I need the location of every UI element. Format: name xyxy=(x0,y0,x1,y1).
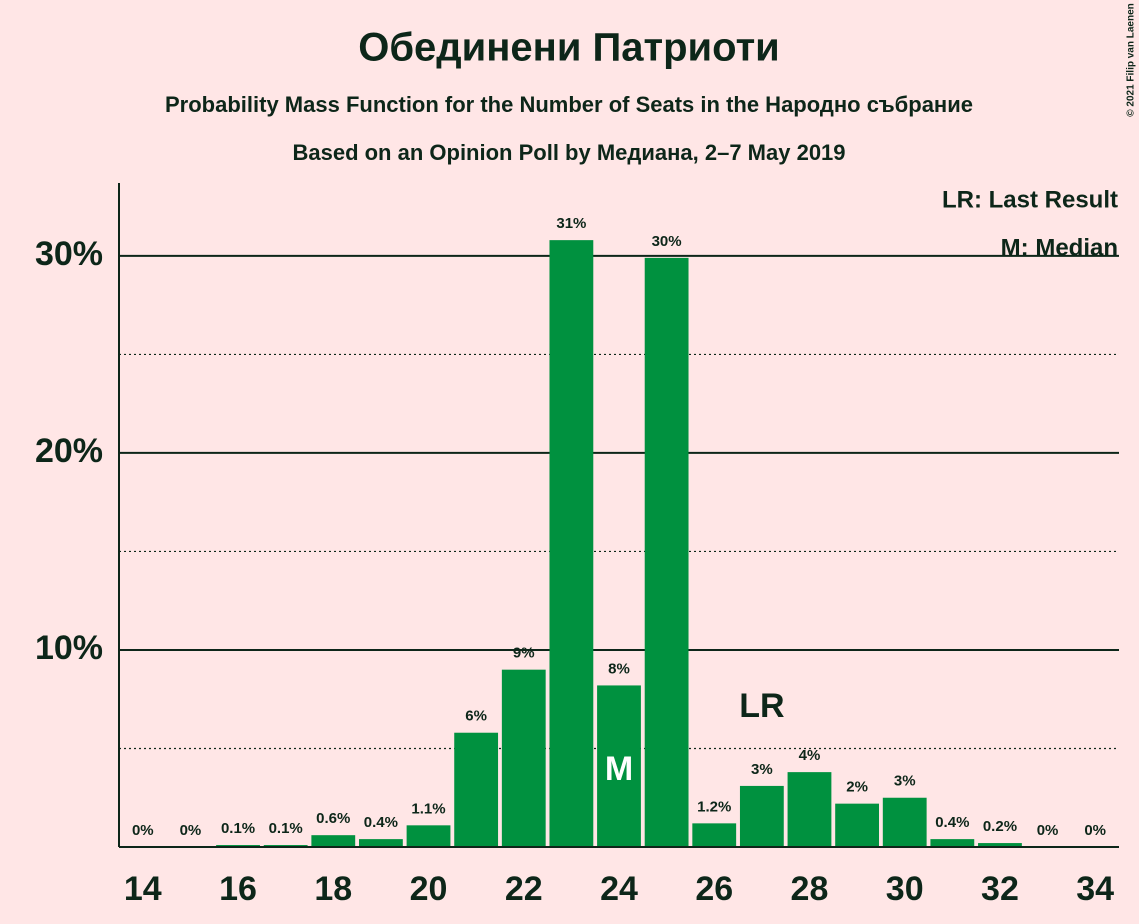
value-label: 1.1% xyxy=(411,800,445,817)
value-label: 2% xyxy=(846,779,868,796)
legend-entry: LR: Last Result xyxy=(942,186,1118,213)
annotation: M xyxy=(605,750,633,788)
y-tick-label: 20% xyxy=(35,432,103,470)
bar xyxy=(787,772,832,847)
x-tick-label: 22 xyxy=(505,870,543,908)
value-label: 0% xyxy=(132,822,154,839)
value-label: 8% xyxy=(608,660,630,677)
bar xyxy=(930,839,975,847)
bar xyxy=(359,839,403,847)
bar xyxy=(835,803,879,847)
x-tick-label: 20 xyxy=(410,870,448,908)
value-label: 0.1% xyxy=(269,820,303,837)
chart-subtitle: Probability Mass Function for the Number… xyxy=(165,92,973,117)
value-label: 0% xyxy=(180,822,202,839)
value-label: 0.4% xyxy=(364,814,398,831)
value-label: 0.2% xyxy=(983,818,1017,835)
bar xyxy=(597,685,641,847)
bar xyxy=(406,825,451,847)
y-tick-label: 10% xyxy=(35,629,103,667)
bar xyxy=(454,732,499,847)
x-tick-label: 30 xyxy=(886,870,924,908)
value-label: 1.2% xyxy=(697,798,731,815)
value-label: 0.1% xyxy=(221,820,255,837)
value-label: 3% xyxy=(751,761,773,778)
bar xyxy=(501,669,546,847)
x-tick-label: 32 xyxy=(981,870,1019,908)
x-tick-label: 18 xyxy=(314,870,352,908)
bar xyxy=(692,823,737,847)
chart-title: Обединени Патриоти xyxy=(358,26,780,70)
value-label: 0.4% xyxy=(935,814,969,831)
value-label: 31% xyxy=(556,215,586,232)
bar xyxy=(644,257,689,847)
value-label: 9% xyxy=(513,645,535,662)
value-label: 30% xyxy=(652,233,682,250)
value-label: 3% xyxy=(894,773,916,790)
legend-entry: M: Median xyxy=(1001,234,1118,261)
x-tick-label: 16 xyxy=(219,870,257,908)
bar xyxy=(311,835,356,847)
bar xyxy=(882,797,927,847)
copyright: © 2021 Filip van Laenen xyxy=(1126,3,1137,117)
bar xyxy=(549,240,594,847)
x-tick-label: 24 xyxy=(600,870,638,908)
x-tick-label: 26 xyxy=(695,870,733,908)
chart-subtitle: Based on an Opinion Poll by Медиана, 2–7… xyxy=(292,140,845,165)
annotation: LR xyxy=(739,687,784,725)
y-tick-label: 30% xyxy=(35,235,103,273)
value-label: 6% xyxy=(465,708,487,725)
bar xyxy=(978,843,1022,847)
x-tick-label: 14 xyxy=(124,870,162,908)
x-tick-label: 28 xyxy=(791,870,829,908)
value-label: 0.6% xyxy=(316,810,350,827)
bar xyxy=(739,785,784,847)
x-tick-label: 34 xyxy=(1076,870,1114,908)
value-label: 4% xyxy=(799,747,821,764)
value-label: 0% xyxy=(1037,822,1059,839)
value-label: 0% xyxy=(1084,822,1106,839)
